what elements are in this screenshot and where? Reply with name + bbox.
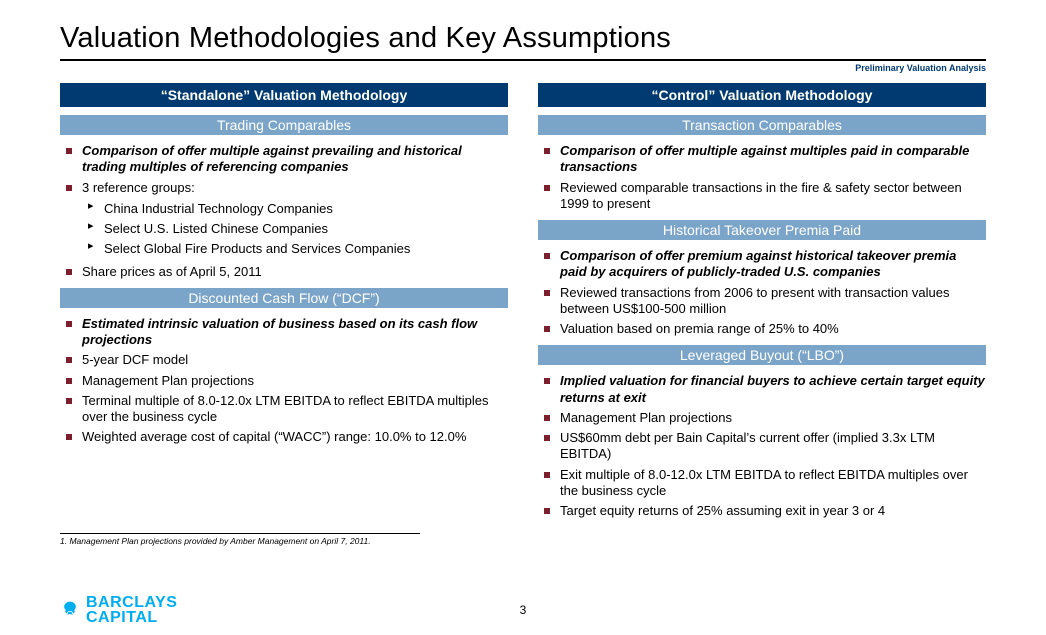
left-bullet-list: Estimated intrinsic valuation of busines… (60, 314, 508, 448)
bullet-text: Valuation based on premia range of 25% t… (560, 321, 839, 336)
sub-list: China Industrial Technology CompaniesSel… (82, 199, 508, 260)
right-section-header: Transaction Comparables (538, 115, 986, 135)
bullet-item: 5-year DCF model (60, 350, 508, 370)
footer: BARCLAYS CAPITAL 3 (60, 595, 986, 625)
left-header: “Standalone” Valuation Methodology (60, 83, 508, 107)
right-header: “Control” Valuation Methodology (538, 83, 986, 107)
bullet-text: Reviewed transactions from 2006 to prese… (560, 285, 949, 316)
eagle-icon (60, 600, 80, 620)
bullet-item: Comparison of offer multiple against pre… (60, 141, 508, 178)
subtitle: Preliminary Valuation Analysis (60, 63, 986, 73)
bullet-text: US$60mm debt per Bain Capital’s current … (560, 430, 935, 461)
right-section-header: Historical Takeover Premia Paid (538, 220, 986, 240)
left-bullet-list: Comparison of offer multiple against pre… (60, 141, 508, 282)
bullet-item: Target equity returns of 25% assuming ex… (538, 501, 986, 521)
bullet-item: Terminal multiple of 8.0-12.0x LTM EBITD… (60, 391, 508, 428)
right-section-header: Leveraged Buyout (“LBO”) (538, 345, 986, 365)
bullet-text: Terminal multiple of 8.0-12.0x LTM EBITD… (82, 393, 489, 424)
sub-item: Select Global Fire Products and Services… (82, 239, 508, 259)
bullet-item: Comparison of offer multiple against mul… (538, 141, 986, 178)
bullet-text: Exit multiple of 8.0-12.0x LTM EBITDA to… (560, 467, 968, 498)
left-section-header: Discounted Cash Flow (“DCF”) (60, 288, 508, 308)
bullet-text: Management Plan projections (82, 373, 254, 388)
page-number: 3 (520, 603, 527, 617)
bullet-item: 3 reference groups: China Industrial Tech… (60, 178, 508, 262)
bullet-text: Weighted average cost of capital (“WACC”… (82, 429, 466, 444)
logo-line2: CAPITAL (86, 610, 177, 625)
bullet-item: Management Plan projections (538, 408, 986, 428)
bullet-item: Management Plan projections (60, 371, 508, 391)
sub-item: China Industrial Technology Companies (82, 199, 508, 219)
left-column: “Standalone” Valuation Methodology Tradi… (60, 83, 508, 525)
bullet-item: Estimated intrinsic valuation of busines… (60, 314, 508, 351)
content-columns: “Standalone” Valuation Methodology Tradi… (60, 83, 986, 525)
title-rule (60, 59, 986, 61)
logo-line1: BARCLAYS (86, 595, 177, 610)
bullet-item: Implied valuation for financial buyers t… (538, 371, 986, 408)
bullet-item: Weighted average cost of capital (“WACC”… (60, 427, 508, 447)
bullet-text: Comparison of offer multiple against mul… (560, 143, 969, 174)
right-bullet-list: Implied valuation for financial buyers t… (538, 371, 986, 521)
bullet-text: Management Plan projections (560, 410, 732, 425)
bullet-text: Comparison of offer premium against hist… (560, 248, 956, 279)
bullet-item: Valuation based on premia range of 25% t… (538, 319, 986, 339)
bullet-text: Share prices as of April 5, 2011 (82, 264, 262, 279)
sub-item: Select U.S. Listed Chinese Companies (82, 219, 508, 239)
bullet-text: Target equity returns of 25% assuming ex… (560, 503, 885, 518)
footnote: 1. Management Plan projections provided … (60, 534, 986, 546)
bullet-item: Reviewed comparable transactions in the … (538, 178, 986, 215)
page-title: Valuation Methodologies and Key Assumpti… (60, 22, 986, 55)
right-column: “Control” Valuation Methodology Transact… (538, 83, 986, 525)
bullet-item: Share prices as of April 5, 2011 (60, 262, 508, 282)
bullet-text: 3 reference groups: (82, 180, 195, 195)
bullet-item: Exit multiple of 8.0-12.0x LTM EBITDA to… (538, 465, 986, 502)
bullet-text: Estimated intrinsic valuation of busines… (82, 316, 477, 347)
bullet-text: 5-year DCF model (82, 352, 188, 367)
bullet-item: Comparison of offer premium against hist… (538, 246, 986, 283)
logo-text: BARCLAYS CAPITAL (86, 595, 177, 625)
left-section-header: Trading Comparables (60, 115, 508, 135)
bullet-item: Reviewed transactions from 2006 to prese… (538, 283, 986, 320)
logo: BARCLAYS CAPITAL (60, 595, 177, 625)
bullet-text: Implied valuation for financial buyers t… (560, 373, 985, 404)
bullet-item: US$60mm debt per Bain Capital’s current … (538, 428, 986, 465)
bullet-text: Comparison of offer multiple against pre… (82, 143, 462, 174)
bullet-text: Reviewed comparable transactions in the … (560, 180, 962, 211)
right-bullet-list: Comparison of offer premium against hist… (538, 246, 986, 339)
right-bullet-list: Comparison of offer multiple against mul… (538, 141, 986, 214)
